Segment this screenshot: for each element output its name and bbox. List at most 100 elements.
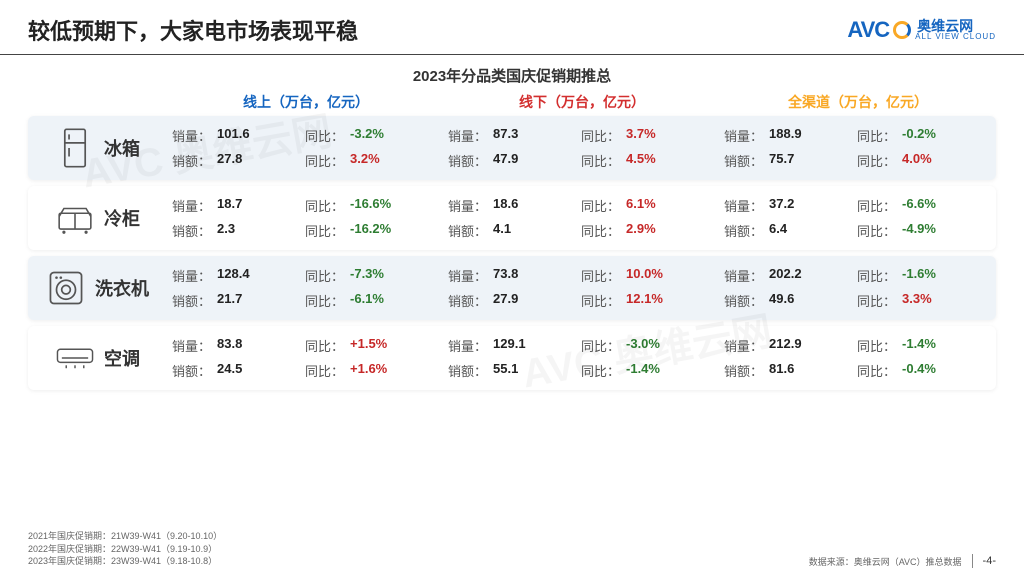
volume-label: 销量： [724,196,763,215]
revenue-yoy: -6.1% [350,291,432,310]
page-number: -4- [983,555,996,567]
yoy-label: 同比： [857,126,896,145]
yoy-label: 同比： [857,266,896,285]
channel-cell-online: 销量：83.8同比：+1.5%销额：24.5同比：+1.6% [168,326,444,390]
revenue-label: 销额： [724,291,763,310]
revenue-yoy: -1.4% [626,361,708,380]
revenue-yoy: 12.1% [626,291,708,310]
revenue-label: 销额： [172,221,211,240]
revenue-value: 6.4 [769,221,851,240]
revenue-value: 4.1 [493,221,575,240]
footnote-line: 2022年国庆促销期：22W39-W41（9.19-10.9） [28,543,222,556]
table-title: 2023年分品类国庆促销期推总 [0,65,1024,86]
yoy-label: 同比： [857,221,896,240]
revenue-label: 销额： [172,361,211,380]
logo-circle-icon [893,21,911,39]
yoy-label: 同比： [857,291,896,310]
data-table: 线上（万台，亿元） 线下（万台，亿元） 全渠道（万台，亿元） 冰箱销量：101.… [0,92,1024,390]
yoy-label: 同比： [581,196,620,215]
channel-cell-all: 销量：202.2同比：-1.6%销额：49.6同比：3.3% [720,256,996,320]
volume-label: 销量： [172,196,211,215]
volume-label: 销量： [724,126,763,145]
revenue-value: 24.5 [217,361,299,380]
volume-yoy: 10.0% [626,266,708,285]
volume-yoy: -3.2% [350,126,432,145]
divider [972,554,973,568]
volume-value: 188.9 [769,126,851,145]
volume-yoy: -3.0% [626,336,708,355]
volume-value: 128.4 [217,266,299,285]
yoy-label: 同比： [305,151,344,170]
volume-value: 18.6 [493,196,575,215]
ac-icon [56,336,94,380]
footnote-line: 2021年国庆促销期：21W39-W41（9.20-10.10） [28,530,222,543]
revenue-yoy: +1.6% [350,361,432,380]
logo-text-en: ALL VIEW CLOUD [915,33,996,41]
yoy-label: 同比： [581,221,620,240]
yoy-label: 同比： [305,196,344,215]
volume-label: 销量： [448,266,487,285]
revenue-value: 27.9 [493,291,575,310]
yoy-label: 同比： [305,336,344,355]
table-row: 冷柜销量：18.7同比：-16.6%销额：2.3同比：-16.2%销量：18.6… [28,186,996,250]
revenue-value: 21.7 [217,291,299,310]
yoy-label: 同比： [305,361,344,380]
volume-yoy: -16.6% [350,196,432,215]
data-source: 数据来源：奥维云网（AVC）推总数据 [809,555,962,568]
footnote-line: 2023年国庆促销期：23W39-W41（9.18-10.8） [28,555,222,568]
yoy-label: 同比： [305,221,344,240]
volume-value: 101.6 [217,126,299,145]
yoy-label: 同比： [581,291,620,310]
freezer-icon [56,196,94,240]
yoy-label: 同比： [305,291,344,310]
channel-cell-all: 销量：212.9同比：-1.4%销额：81.6同比：-0.4% [720,326,996,390]
volume-value: 87.3 [493,126,575,145]
revenue-label: 销额： [724,361,763,380]
source-block: 数据来源：奥维云网（AVC）推总数据 -4- [809,554,996,568]
volume-value: 73.8 [493,266,575,285]
slide-footer: 2021年国庆促销期：21W39-W41（9.20-10.10） 2022年国庆… [0,530,1024,568]
volume-label: 销量： [172,336,211,355]
yoy-label: 同比： [857,151,896,170]
category-name: 洗衣机 [95,275,149,301]
yoy-label: 同比： [581,336,620,355]
category-cell: 空调 [28,328,168,388]
yoy-label: 同比： [581,126,620,145]
volume-yoy: -0.2% [902,126,984,145]
revenue-value: 2.3 [217,221,299,240]
fridge-icon [56,126,94,170]
page-title: 较低预期下，大家电市场表现平稳 [28,14,358,46]
channel-cell-all: 销量：37.2同比：-6.6%销额：6.4同比：-4.9% [720,186,996,250]
volume-yoy: 3.7% [626,126,708,145]
revenue-label: 销额： [448,291,487,310]
volume-label: 销量： [172,266,211,285]
volume-label: 销量： [448,196,487,215]
volume-yoy: -6.6% [902,196,984,215]
washer-icon [47,266,85,310]
table-header-row: 线上（万台，亿元） 线下（万台，亿元） 全渠道（万台，亿元） [28,92,996,116]
volume-label: 销量： [724,266,763,285]
revenue-label: 销额： [724,151,763,170]
slide-header: 较低预期下，大家电市场表现平稳 AVC 奥维云网 ALL VIEW CLOUD [0,0,1024,55]
revenue-value: 75.7 [769,151,851,170]
revenue-label: 销额： [448,151,487,170]
channel-cell-online: 销量：128.4同比：-7.3%销额：21.7同比：-6.1% [168,256,444,320]
col-header-online: 线上（万台，亿元） [168,92,444,116]
yoy-label: 同比： [581,151,620,170]
volume-value: 83.8 [217,336,299,355]
revenue-yoy: 3.2% [350,151,432,170]
revenue-label: 销额： [172,291,211,310]
category-cell: 冰箱 [28,118,168,178]
col-header-offline: 线下（万台，亿元） [444,92,720,116]
channel-cell-online: 销量：18.7同比：-16.6%销额：2.3同比：-16.2% [168,186,444,250]
logo-text-avc: AVC [847,17,889,43]
channel-cell-online: 销量：101.6同比：-3.2%销额：27.8同比：3.2% [168,116,444,180]
revenue-value: 27.8 [217,151,299,170]
revenue-label: 销额： [448,361,487,380]
revenue-yoy: -16.2% [350,221,432,240]
volume-value: 129.1 [493,336,575,355]
volume-value: 202.2 [769,266,851,285]
yoy-label: 同比： [581,266,620,285]
revenue-label: 销额： [172,151,211,170]
channel-cell-all: 销量：188.9同比：-0.2%销额：75.7同比：4.0% [720,116,996,180]
